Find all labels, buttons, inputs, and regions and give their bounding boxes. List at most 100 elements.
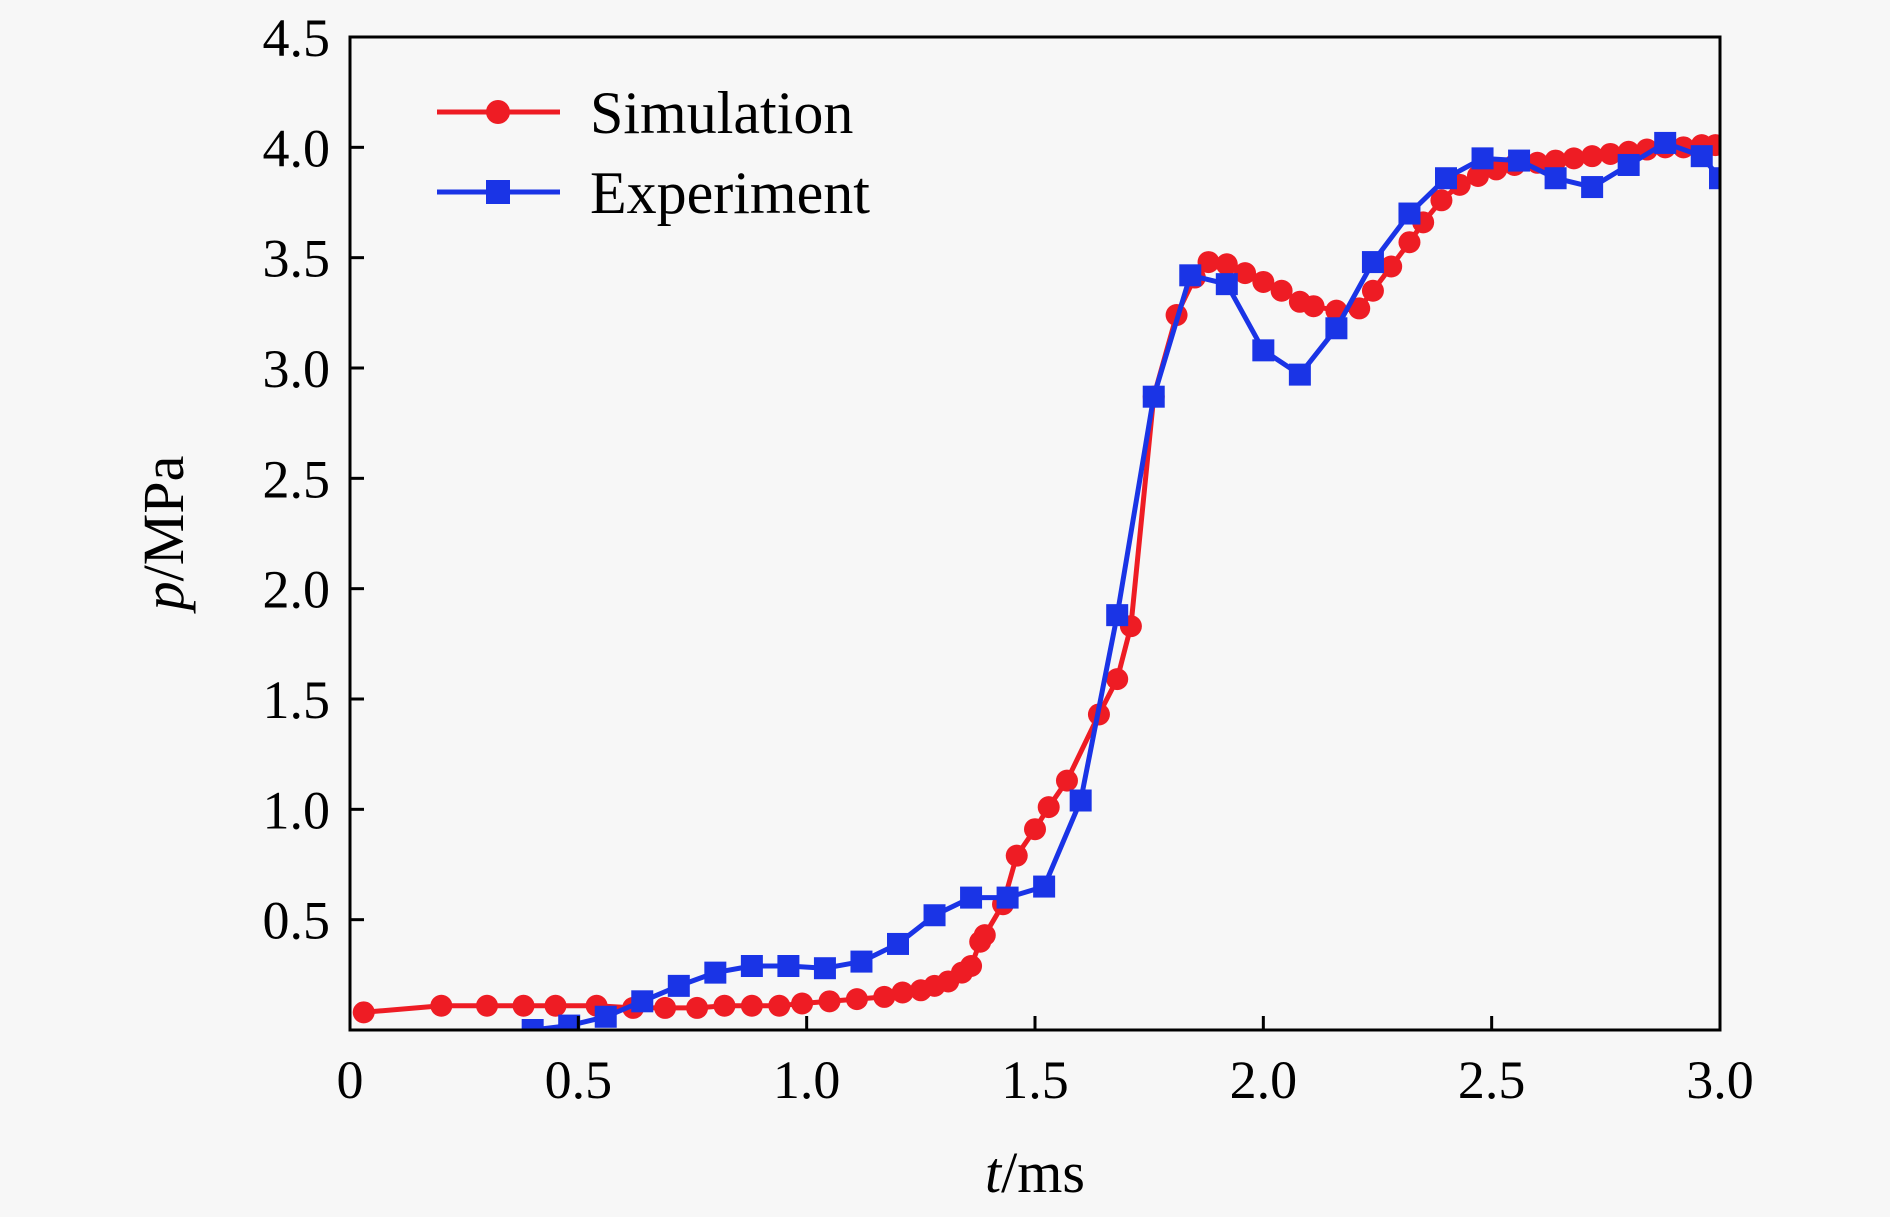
simulation-point (1544, 149, 1567, 172)
experiment-point (558, 1014, 581, 1030)
x-axis-variable: t (985, 1140, 1003, 1205)
simulation-point (1215, 253, 1238, 276)
series-layer (352, 131, 1720, 1030)
experiment-line (530, 140, 1720, 1030)
simulation-point (768, 994, 791, 1017)
simulation-point (740, 994, 763, 1017)
experiment-point (1325, 317, 1348, 340)
experiment-point (1215, 273, 1238, 296)
simulation-point (891, 981, 914, 1004)
simulation-point (544, 994, 567, 1017)
y-axis-unit: /MPa (131, 456, 196, 582)
experiment-point (1252, 339, 1275, 362)
y-tick-label: 0.5 (263, 891, 331, 951)
series-experiment (521, 131, 1720, 1030)
experiment-point (960, 886, 983, 909)
y-tick-label: 3.0 (263, 339, 331, 399)
simulation-point (791, 992, 814, 1015)
series-simulation (352, 134, 1720, 1024)
simulation-point (1234, 262, 1257, 285)
simulation-point (873, 985, 896, 1008)
experiment-point (1690, 145, 1713, 168)
simulation-point (1599, 142, 1622, 165)
simulation-point (1430, 189, 1453, 212)
y-axis-label: p/MPa (131, 456, 196, 615)
simulation-point (973, 924, 996, 947)
x-tick-label: 2.0 (1230, 1050, 1298, 1110)
experiment-point (923, 904, 946, 927)
experiment-point (1069, 789, 1092, 812)
y-tick-label: 4.5 (263, 8, 331, 68)
simulation-point (845, 988, 868, 1011)
simulation-point (1005, 844, 1028, 867)
experiment-point (850, 950, 873, 973)
simulation-point (960, 955, 983, 978)
simulation-point (818, 990, 841, 1013)
simulation-point (1197, 251, 1220, 274)
simulation-point (713, 994, 736, 1017)
simulation-point (1302, 295, 1325, 318)
experiment-point (594, 1005, 617, 1028)
simulation-point (1037, 796, 1060, 819)
experiment-point (887, 932, 909, 955)
legend-label-simulation: Simulation (590, 80, 853, 146)
y-tick-label: 1.5 (263, 670, 331, 730)
simulation-point (1348, 297, 1371, 320)
experiment-point (777, 955, 800, 978)
x-tick-label: 1.5 (1001, 1050, 1069, 1110)
y-tick-label: 1.0 (263, 780, 331, 840)
experiment-point (813, 957, 836, 980)
simulation-point (1270, 279, 1293, 302)
y-tick-label: 2.0 (263, 560, 331, 620)
legend-marker-simulation (486, 100, 510, 124)
experiment-point (1361, 251, 1384, 274)
tick-layer: 0 0.5 1.0 1.5 2.0 2.5 3.0 0.5 1.0 1.5 2.0 2.5 3.0 3.5… (263, 8, 1754, 1110)
simulation-point (1024, 818, 1046, 841)
y-tick-label: 3.5 (263, 229, 331, 289)
y-tick-label: 4.0 (263, 118, 331, 178)
experiment-point (996, 886, 1019, 909)
simulation-point (512, 994, 535, 1017)
experiment-point (1033, 875, 1056, 898)
x-axis-unit: /ms (1001, 1140, 1085, 1205)
simulation-point (1055, 769, 1078, 792)
simulation-point (1252, 270, 1275, 293)
legend-marker-experiment (486, 180, 510, 204)
experiment-point (1435, 167, 1457, 190)
experiment-point (1106, 604, 1129, 627)
simulation-point (1361, 279, 1384, 302)
legend: Simulation Experiment (437, 80, 870, 226)
experiment-point (1179, 264, 1202, 287)
experiment-point (521, 1019, 544, 1030)
legend-label-experiment: Experiment (590, 160, 870, 226)
x-tick-label: 0 (337, 1050, 364, 1110)
experiment-point (1581, 176, 1604, 199)
simulation-point (1380, 255, 1403, 278)
x-tick-label: 2.5 (1458, 1050, 1526, 1110)
y-axis-variable: p (131, 581, 196, 614)
x-tick-label: 0.5 (545, 1050, 613, 1110)
experiment-point (631, 990, 654, 1013)
simulation-point (1466, 165, 1489, 188)
simulation-point (1106, 668, 1129, 691)
experiment-point (1544, 167, 1567, 190)
y-tick-label: 2.5 (263, 449, 331, 509)
experiment-point (740, 955, 763, 978)
x-tick-label: 3.0 (1686, 1050, 1754, 1110)
simulation-point (352, 1001, 375, 1024)
experiment-point (1471, 147, 1494, 170)
experiment-point (667, 974, 690, 997)
experiment-point (1398, 202, 1421, 225)
simulation-point (430, 994, 453, 1017)
x-tick-label: 1.0 (773, 1050, 841, 1110)
simulation-point (476, 994, 498, 1017)
experiment-point (1508, 149, 1531, 172)
experiment-point (1288, 363, 1311, 386)
simulation-point (1562, 147, 1585, 170)
experiment-point (704, 961, 727, 984)
simulation-point (654, 996, 677, 1019)
simulation-point (686, 996, 709, 1019)
experiment-point (1654, 131, 1677, 154)
